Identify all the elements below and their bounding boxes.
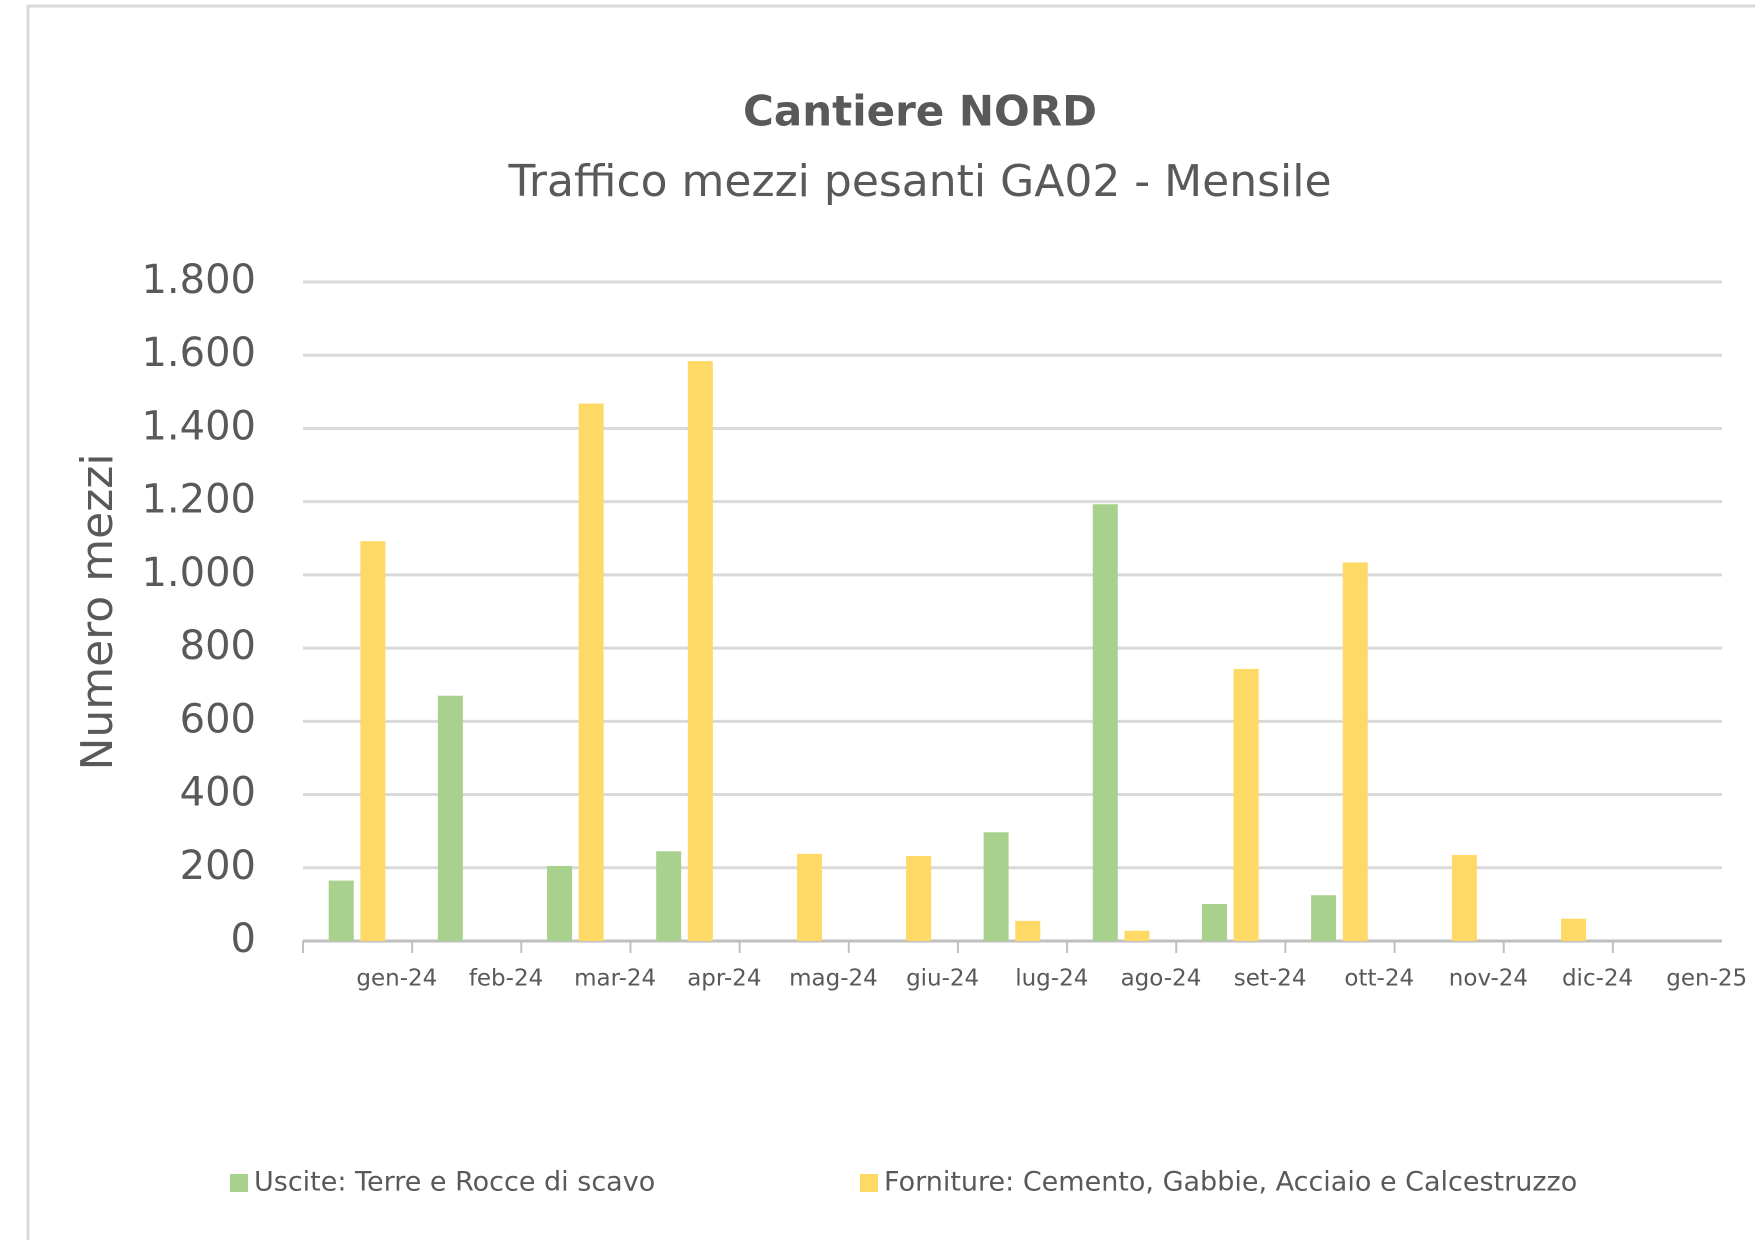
x-tick-label: mar-24	[574, 966, 656, 992]
bar	[656, 851, 682, 941]
legend-label: Forniture: Cemento, Gabbie, Acciaio e Ca…	[884, 1167, 1577, 1198]
y-tick-label: 0	[231, 916, 256, 962]
bar	[360, 541, 386, 941]
chart-frame	[26, 4, 1755, 1240]
chart-subtitle: Traffico mezzi pesanti GA02 - Mensile	[507, 156, 1331, 207]
x-tick-label: ott-24	[1344, 966, 1414, 992]
y-tick-label: 1.800	[141, 257, 256, 303]
bar	[687, 361, 713, 942]
chart-title: Cantiere NORD	[743, 87, 1097, 136]
bar	[1342, 562, 1368, 941]
bar	[1124, 930, 1150, 941]
x-tick-label: gen-24	[356, 966, 437, 992]
legend-swatch	[860, 1174, 878, 1192]
x-tick-label: apr-24	[687, 966, 761, 992]
bar	[1233, 668, 1259, 941]
bar	[578, 403, 604, 941]
y-tick-label: 1.000	[141, 550, 256, 596]
bar	[1092, 504, 1118, 941]
x-tick-label: nov-24	[1449, 966, 1528, 992]
bar	[796, 853, 822, 941]
bar	[328, 880, 354, 941]
y-axis-title: Numero mezzi	[72, 453, 123, 770]
y-tick-label: 1.600	[141, 330, 256, 376]
x-tick-label: set-24	[1234, 966, 1307, 992]
y-tick-label: 800	[180, 623, 256, 669]
bar	[1201, 904, 1227, 941]
bar	[547, 865, 573, 941]
x-tick-label: lug-24	[1015, 966, 1088, 992]
y-tick-label: 1.400	[141, 403, 256, 449]
y-tick-label: 1.200	[141, 477, 256, 523]
bar	[1451, 854, 1477, 941]
y-tick-label: 600	[180, 696, 256, 742]
x-tick-label: feb-24	[469, 966, 543, 992]
y-tick-label: 200	[180, 843, 256, 889]
legend-label: Uscite: Terre e Rocce di scavo	[254, 1167, 655, 1198]
bar	[1311, 895, 1337, 941]
x-tick-label: gen-25	[1666, 966, 1747, 992]
bar	[983, 832, 1009, 941]
x-tick-label: dic-24	[1562, 966, 1633, 992]
x-tick-label: giu-24	[906, 966, 979, 992]
bar	[437, 695, 463, 941]
x-tick-label: ago-24	[1121, 966, 1202, 992]
bar	[1015, 920, 1041, 941]
x-tick-label: mag-24	[789, 966, 878, 992]
y-tick-label: 400	[180, 770, 256, 816]
bar	[1561, 918, 1587, 941]
legend-swatch	[230, 1174, 248, 1192]
bar	[906, 856, 932, 941]
